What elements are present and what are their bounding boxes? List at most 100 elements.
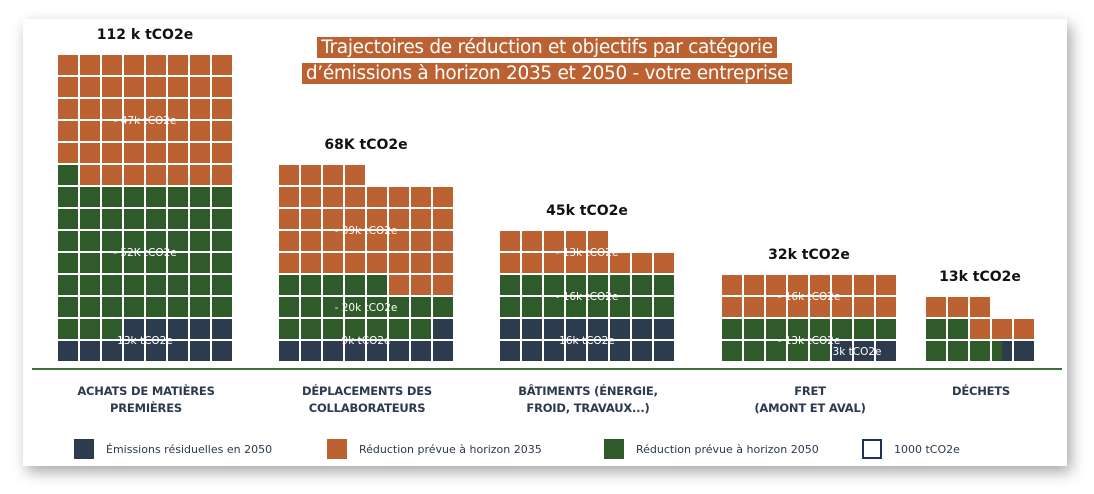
waffle-cell-reduction-2035 xyxy=(80,165,100,185)
waffle-cell-reduction-2035 xyxy=(190,121,210,141)
waffle-cell-reduction-2050 xyxy=(58,319,78,339)
waffle-cell-reduction-2050 xyxy=(146,275,166,295)
legend-label-reduction-2050: Réduction prévue à horizon 2050 xyxy=(636,442,819,456)
waffle-cell-reduction-2050 xyxy=(124,297,144,317)
category-total-label: 68K tCO2e xyxy=(324,137,407,153)
category-total-label: 112 k tCO2e xyxy=(97,27,193,43)
waffle-cell-reduction-2035 xyxy=(588,253,608,273)
waffle-cell-reduction-2050 xyxy=(168,275,188,295)
waffle-cell-reduction-2035 xyxy=(323,165,343,185)
waffle-cell-reduction-2050 xyxy=(389,319,409,339)
waffle-cell-reduction-2050 xyxy=(58,297,78,317)
waffle-cell-reduction-2050 xyxy=(566,275,586,295)
waffle-cell-reduction-2050 xyxy=(566,297,586,317)
category-label-line: COLLABORATEURS xyxy=(308,401,426,415)
waffle-cell-residual xyxy=(544,319,564,339)
category-block: 16k tCO2e - 16k tCO2e - 13k tCO2e 45k tCO2e xyxy=(500,203,674,361)
waffle-cell-residual xyxy=(345,341,365,361)
waffle-cell-reduction-2035 xyxy=(323,253,343,273)
waffle-cell-reduction-2035 xyxy=(279,231,299,251)
waffle-cell-reduction-2050 xyxy=(168,253,188,273)
waffle-cell-residual xyxy=(102,341,122,361)
waffle-cell-reduction-2035 xyxy=(301,231,321,251)
waffle-cell-reduction-2035 xyxy=(992,319,1012,339)
waffle-cell-reduction-2035 xyxy=(411,231,431,251)
chart-title-line-2: d’émissions à horizon 2035 et 2050 - vot… xyxy=(301,63,793,84)
waffle-cell-reduction-2035 xyxy=(566,231,586,251)
waffle-cell-reduction-2050 xyxy=(810,341,830,361)
waffle-cell-reduction-2050 xyxy=(80,187,100,207)
waffle-cell-reduction-2050 xyxy=(58,165,78,185)
chart-title-line-1: Trajectoires de réduction et objectifs p… xyxy=(317,37,777,58)
waffle-cell-reduction-2050 xyxy=(610,297,630,317)
legend-item-unit: 1000 tCO2e xyxy=(862,438,960,460)
waffle-cell-reduction-2050 xyxy=(367,297,387,317)
waffle-cell-reduction-2035 xyxy=(168,77,188,97)
waffle-cell-residual xyxy=(212,341,232,361)
waffle-cell-reduction-2050 xyxy=(102,231,122,251)
waffle-cell-reduction-2035 xyxy=(744,297,764,317)
waffle-cell-reduction-2035 xyxy=(744,275,764,295)
waffle-cell-reduction-2035 xyxy=(102,121,122,141)
waffle-cell-reduction-2035 xyxy=(367,231,387,251)
waffle-cell-reduction-2035 xyxy=(124,77,144,97)
waffle-cell-reduction-2035 xyxy=(80,143,100,163)
waffle-cell-reduction-2035 xyxy=(500,231,520,251)
waffle-cell-reduction-2050 xyxy=(632,275,652,295)
category-label-line: DÉPLACEMENTS DES xyxy=(302,384,432,398)
waffle-cell-reduction-2050 xyxy=(810,319,830,339)
waffle-cell-residual xyxy=(588,319,608,339)
waffle-cell-reduction-2035 xyxy=(876,275,896,295)
waffle-cell-reduction-2050 xyxy=(80,231,100,251)
waffle-cell-reduction-2050 xyxy=(279,275,299,295)
waffle-cell-reduction-2035 xyxy=(80,121,100,141)
waffle-cell-reduction-2035 xyxy=(212,77,232,97)
waffle-cell-reduction-2050 xyxy=(212,209,232,229)
waffle-cell-reduction-2035 xyxy=(433,231,453,251)
waffle-cell-reduction-2035 xyxy=(190,55,210,75)
category-label: DÉCHETS xyxy=(871,383,1091,400)
waffle-cell-reduction-2035 xyxy=(433,275,453,295)
segment-label-reduction-2035: - 47k tCO2e xyxy=(114,115,177,127)
waffle-cell-reduction-2035 xyxy=(124,143,144,163)
waffle-cell-reduction-2050 xyxy=(212,253,232,273)
waffle-cell-reduction-2050 xyxy=(212,297,232,317)
waffle-cell-reduction-2050 xyxy=(301,319,321,339)
waffle-cell-reduction-2050 xyxy=(500,275,520,295)
waffle-cell-reduction-2050 xyxy=(948,319,968,339)
waffle-cell-reduction-2035 xyxy=(632,253,652,273)
waffle-cell-reduction-2035 xyxy=(788,275,808,295)
waffle-cell-residual xyxy=(632,341,652,361)
waffle-cell-reduction-2035 xyxy=(970,319,990,339)
waffle-cell-reduction-2050 xyxy=(323,297,343,317)
waffle-cell-residual xyxy=(367,341,387,361)
waffle-cell-reduction-2050 xyxy=(124,231,144,251)
waffle-cell-reduction-2035 xyxy=(301,209,321,229)
waffle-cell-reduction-2035 xyxy=(810,275,830,295)
waffle-cell-reduction-2035 xyxy=(722,297,742,317)
waffle-cell-reduction-2035 xyxy=(722,275,742,295)
waffle-cell-reduction-2035 xyxy=(323,209,343,229)
waffle-cell-reduction-2050 xyxy=(146,231,166,251)
waffle-cell-reduction-2035 xyxy=(212,99,232,119)
waffle-cell-reduction-2050 xyxy=(345,297,365,317)
waffle-cell-reduction-2035 xyxy=(832,275,852,295)
waffle-cell-reduction-2050 xyxy=(190,231,210,251)
waffle-cell-reduction-2050 xyxy=(102,297,122,317)
waffle-cell-reduction-2035 xyxy=(433,253,453,273)
waffle-cell-reduction-2035 xyxy=(367,253,387,273)
waffle-cell-residual xyxy=(58,341,78,361)
waffle-cell-residual xyxy=(544,341,564,361)
waffle-cell-residual xyxy=(522,341,542,361)
waffle-cell-reduction-2035 xyxy=(190,143,210,163)
waffle-cell-residual xyxy=(190,341,210,361)
waffle-cell-reduction-2050 xyxy=(433,297,453,317)
waffle-cell-reduction-2035 xyxy=(323,187,343,207)
waffle-cell-reduction-2035 xyxy=(190,77,210,97)
legend-label-reduction-2035: Réduction prévue à horizon 2035 xyxy=(359,442,542,456)
waffle-cell-reduction-2050 xyxy=(212,187,232,207)
waffle-cell-reduction-2035 xyxy=(1014,319,1034,339)
waffle-cell-reduction-2035 xyxy=(58,99,78,119)
waffle-cell-reduction-2035 xyxy=(279,187,299,207)
waffle-cell-reduction-2050 xyxy=(168,187,188,207)
